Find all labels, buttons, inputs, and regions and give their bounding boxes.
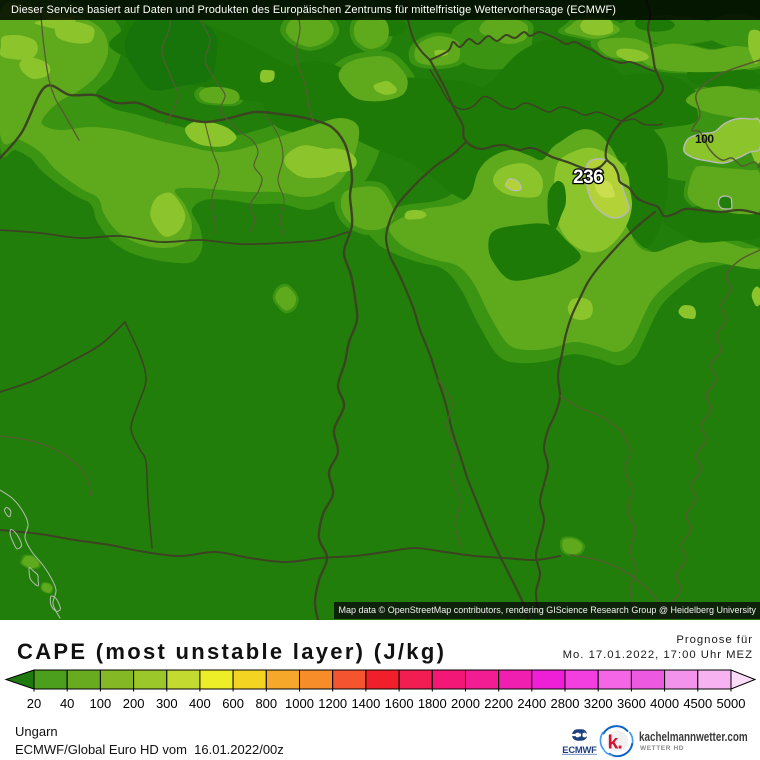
svg-text:100: 100 <box>695 132 714 146</box>
svg-text:3200: 3200 <box>584 696 613 711</box>
svg-text:1600: 1600 <box>385 696 414 711</box>
svg-text:4500: 4500 <box>683 696 712 711</box>
svg-text:300: 300 <box>156 696 178 711</box>
svg-text:1000: 1000 <box>285 696 314 711</box>
svg-text:600: 600 <box>222 696 244 711</box>
svg-text:4000: 4000 <box>650 696 679 711</box>
svg-text:20: 20 <box>27 696 41 711</box>
svg-text:3600: 3600 <box>617 696 646 711</box>
svg-text:400: 400 <box>189 696 211 711</box>
svg-text:1800: 1800 <box>418 696 447 711</box>
svg-text:5000: 5000 <box>717 696 746 711</box>
svg-text:200: 200 <box>123 696 145 711</box>
svg-text:236: 236 <box>573 167 603 188</box>
svg-text:1200: 1200 <box>318 696 347 711</box>
svg-text:k.: k. <box>608 731 623 753</box>
svg-text:ECMWF: ECMWF <box>562 744 597 755</box>
svg-text:2200: 2200 <box>484 696 513 711</box>
svg-text:800: 800 <box>255 696 277 711</box>
svg-text:2800: 2800 <box>551 696 580 711</box>
svg-text:2400: 2400 <box>517 696 546 711</box>
svg-text:40: 40 <box>60 696 74 711</box>
svg-text:1400: 1400 <box>351 696 380 711</box>
svg-text:100: 100 <box>90 696 112 711</box>
svg-text:2000: 2000 <box>451 696 480 711</box>
